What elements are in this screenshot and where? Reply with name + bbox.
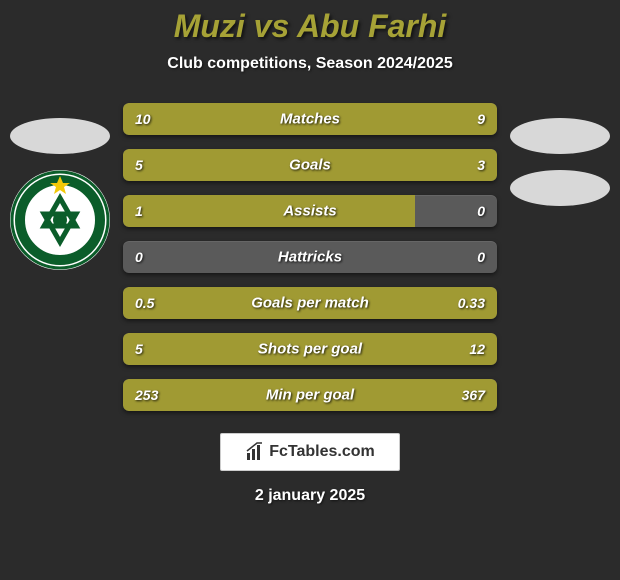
stat-label: Matches — [123, 111, 497, 128]
left-player-col — [10, 118, 110, 270]
fctables-logo: FcTables.com — [220, 433, 400, 471]
right-player-avatar — [510, 118, 610, 154]
stat-row: 512Shots per goal — [123, 333, 497, 365]
stat-row: 109Matches — [123, 103, 497, 135]
left-player-avatar — [10, 118, 110, 154]
right-club-badge — [510, 170, 610, 206]
stat-label: Hattricks — [123, 249, 497, 266]
left-club-badge — [10, 170, 110, 270]
stat-row: 00Hattricks — [123, 241, 497, 273]
stat-label: Assists — [123, 203, 497, 220]
stat-label: Shots per goal — [123, 341, 497, 358]
bars-icon — [245, 442, 265, 462]
stat-row: 53Goals — [123, 149, 497, 181]
stat-label: Goals — [123, 157, 497, 174]
comparison-title: Muzi vs Abu Farhi — [0, 0, 620, 45]
brand-text: FcTables.com — [269, 443, 375, 461]
stat-row: 253367Min per goal — [123, 379, 497, 411]
comparison-bars: 109Matches 53Goals 10Assists 00Hattricks 0.5… — [123, 103, 497, 411]
season-subtitle: Club competitions, Season 2024/2025 — [0, 55, 620, 73]
stat-row: 10Assists — [123, 195, 497, 227]
stat-label: Min per goal — [123, 387, 497, 404]
stat-row: 0.50.33Goals per match — [123, 287, 497, 319]
stat-label: Goals per match — [123, 295, 497, 312]
footer-date: 2 january 2025 — [0, 487, 620, 505]
right-player-col — [510, 118, 610, 270]
maccabi-haifa-badge-icon — [10, 170, 110, 270]
